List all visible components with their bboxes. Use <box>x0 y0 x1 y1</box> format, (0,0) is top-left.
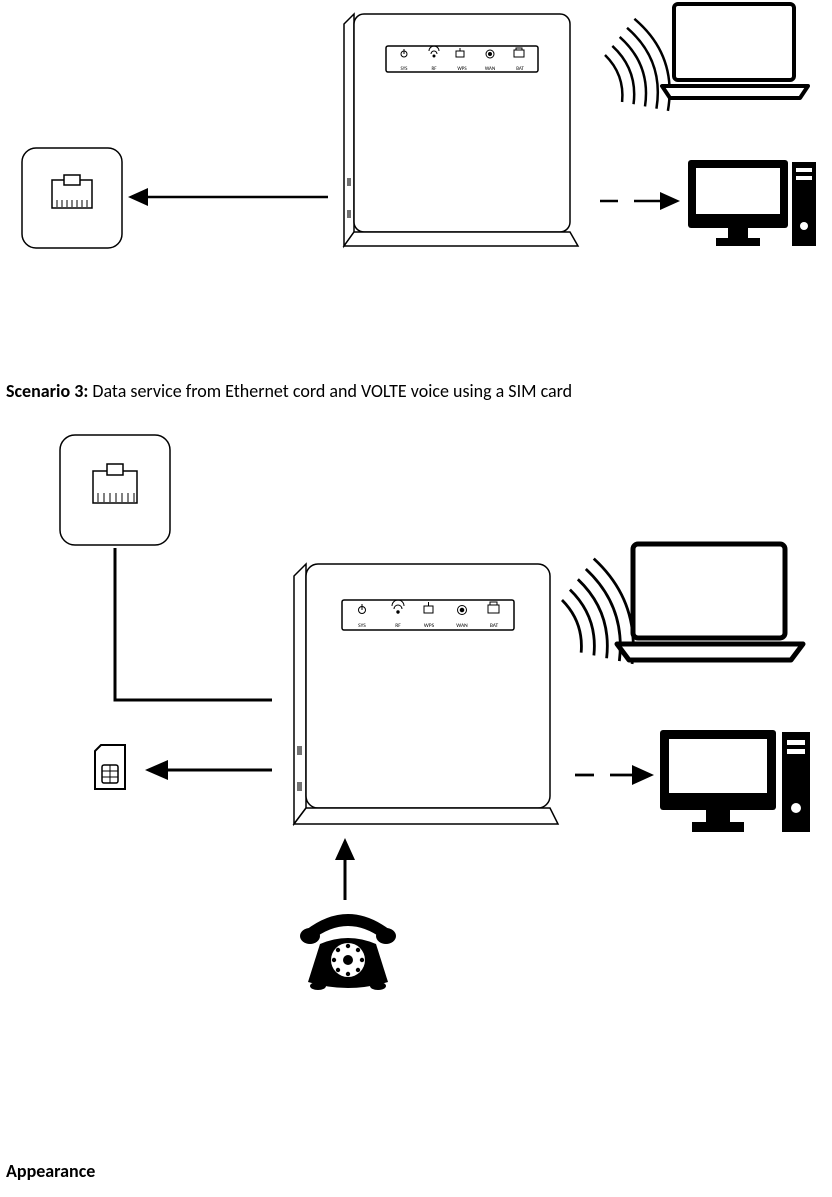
laptop-icon <box>662 4 808 98</box>
arrow-router-to-desktop <box>600 192 680 210</box>
wifi-waves-icon <box>597 14 681 125</box>
router-icon: SYS RF WPS WAN BAT <box>294 564 558 824</box>
led-label: BAT <box>516 66 524 72</box>
line-walljack-to-router <box>115 548 272 700</box>
led-label: SYS <box>401 66 409 72</box>
led-label: WAN <box>456 623 468 629</box>
diagram-scenario-top: SYS RF WPS WAN BAT <box>0 0 832 270</box>
led-label: RF <box>395 623 401 629</box>
led-label: WPS <box>457 66 467 72</box>
led-label: SYS <box>358 623 366 629</box>
wall-jack-icon <box>22 148 122 248</box>
led-label: BAT <box>490 623 499 629</box>
scenario3-line: Scenario 3: Data service from Ethernet c… <box>6 380 826 402</box>
desktop-pc-icon <box>660 730 810 832</box>
led-label: RF <box>431 66 437 72</box>
laptop-icon <box>617 544 803 660</box>
arrow-router-to-walljack <box>128 188 328 206</box>
arrow-sim-to-router <box>145 760 272 780</box>
led-label: WPS <box>424 623 435 629</box>
desktop-pc-icon <box>688 160 816 246</box>
document-page: SYS RF WPS WAN BAT <box>0 0 832 1197</box>
diagram-scenario3: SYS RF WPS WAN BAT <box>0 430 832 1020</box>
arrow-phone-to-router <box>335 838 355 900</box>
scenario3-description: Data service from Ethernet cord and VOLT… <box>88 380 572 402</box>
scenario3-label: Scenario 3: <box>6 380 88 402</box>
sim-card-icon <box>95 745 125 789</box>
telephone-icon <box>300 914 396 990</box>
wall-jack-icon <box>60 435 170 545</box>
router-icon: SYS RF WPS WAN BAT <box>344 14 578 246</box>
arrow-router-to-desktop <box>575 765 654 785</box>
appearance-heading: Appearance <box>6 1160 95 1182</box>
led-label: WAN <box>485 66 495 72</box>
